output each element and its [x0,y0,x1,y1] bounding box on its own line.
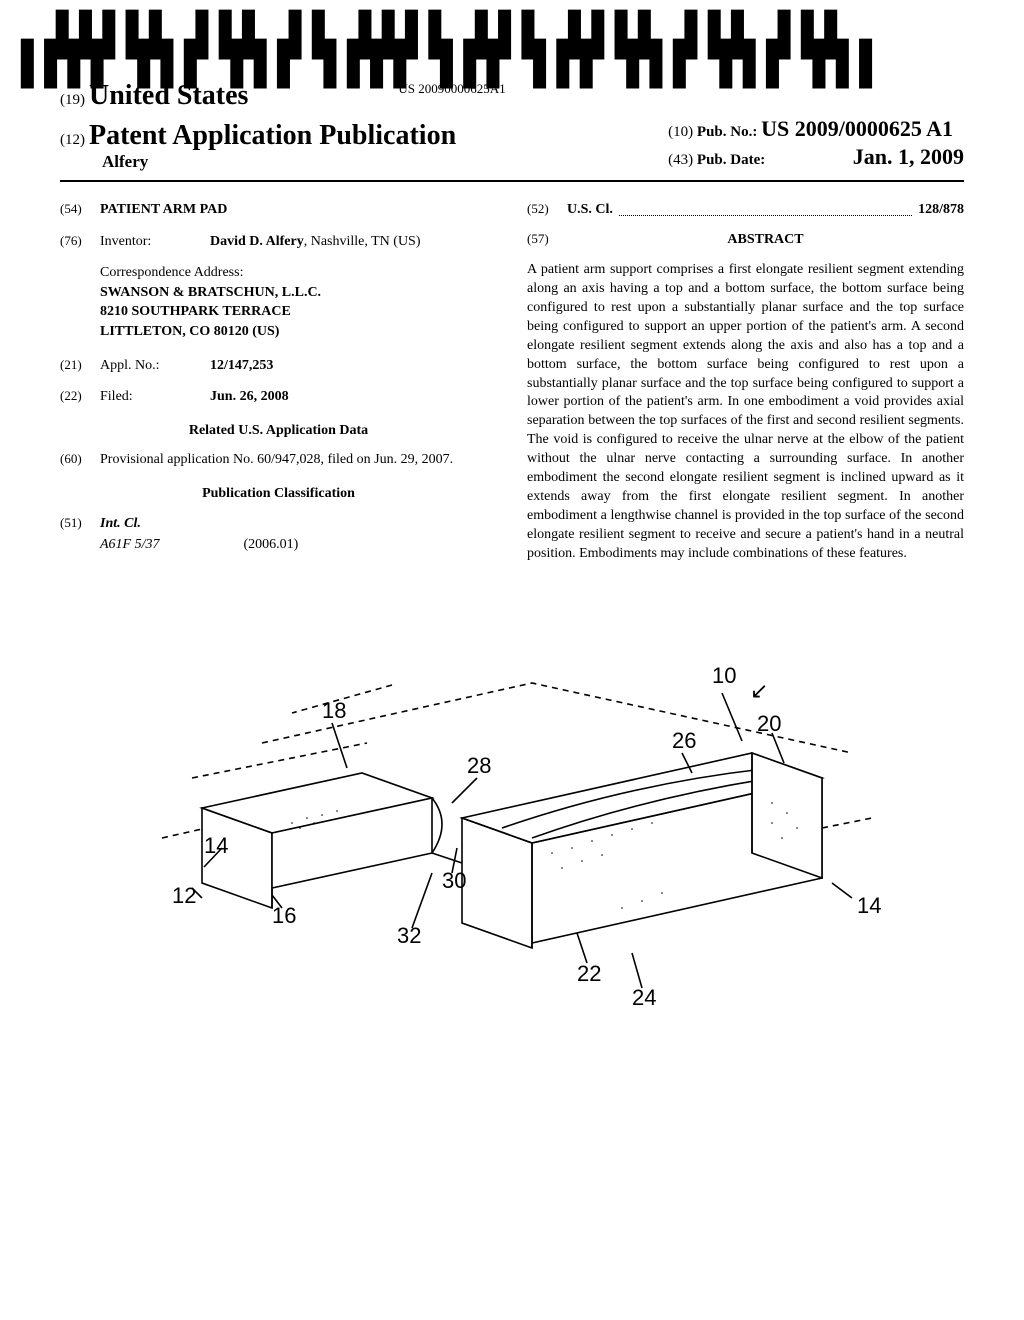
label-14a: 14 [204,833,228,858]
label-22: 22 [577,961,601,986]
code-76: (76) [60,232,100,252]
label-16: 16 [272,903,296,928]
intcl-label: Int. Cl. [100,514,497,534]
uscl-value: 128/878 [918,200,964,220]
pub-date: Jan. 1, 2009 [853,144,964,169]
provisional-text: Provisional application No. 60/947,028, … [100,450,497,470]
correspondence-line2: 8210 SOUTHPARK TERRACE [100,302,497,322]
code-22: (22) [60,387,100,407]
code-21: (21) [60,356,100,376]
label-30: 30 [442,868,466,893]
related-heading: Related U.S. Application Data [60,421,497,441]
correspondence-line1: SWANSON & BRATSCHUN, L.L.C. [100,283,497,303]
code-51: (51) [60,514,100,534]
barcode-graphic: ▌▌▌▌▌ ▌▌▌ ▌▌ ▌▌▌▌ ▌▌▌ ▌▌▌▌ ▌▌▌ ▌▌▌ ▌▌▌▌ … [0,20,904,79]
label-10: 10 [712,663,736,688]
pub-date-label: Pub. Date: [697,152,765,168]
abstract-text: A patient arm support comprises a first … [527,261,964,563]
code-54: (54) [60,200,100,220]
label-arrow: ↙ [750,678,768,703]
left-column: (54) PATIENT ARM PAD (76) Inventor: Davi… [60,200,497,563]
label-12: 12 [172,883,196,908]
code-57: (57) [527,230,567,256]
label-32: 32 [397,923,421,948]
code-52: (52) [527,200,567,220]
code-10: (10) [668,124,693,140]
correspondence-label: Correspondence Address: [100,263,497,283]
code-43: (43) [668,152,693,168]
main-columns: (54) PATIENT ARM PAD (76) Inventor: Davi… [60,200,964,563]
filed-date: Jun. 26, 2008 [210,387,497,407]
inventor-label: Inventor: [100,232,210,252]
label-14b: 14 [857,893,881,918]
appl-label: Appl. No.: [100,356,210,376]
figure-svg: 10 ↙ 18 28 26 20 14 12 16 30 32 22 24 14 [132,623,892,1043]
correspondence-block: Correspondence Address: SWANSON & BRATSC… [100,263,497,341]
filed-label: Filed: [100,387,210,407]
label-18: 18 [322,698,346,723]
pub-no-label: Pub. No.: [697,124,757,140]
right-column: (52) U.S. Cl. 128/878 (57) ABSTRACT A pa… [527,200,964,563]
uscl-label: U.S. Cl. [567,200,613,220]
intcl-code: A61F 5/37 [100,535,240,555]
inventor-loc: , Nashville, TN (US) [304,234,421,249]
correspondence-line3: LITTLETON, CO 80120 (US) [100,322,497,342]
figure: 10 ↙ 18 28 26 20 14 12 16 30 32 22 24 14 [60,623,964,1043]
abstract-label: ABSTRACT [567,230,964,250]
uscl-dots [619,200,912,216]
label-28: 28 [467,753,491,778]
intcl-edition: (2006.01) [244,537,299,552]
label-24: 24 [632,985,656,1010]
pub-no: US 2009/0000625 A1 [761,116,953,141]
code-60: (60) [60,450,100,470]
barcode-block: ▌▌▌▌▌ ▌▌▌ ▌▌ ▌▌▌▌ ▌▌▌ ▌▌▌▌ ▌▌▌ ▌▌▌ ▌▌▌▌ … [0,20,904,97]
label-20: 20 [757,711,781,736]
pap-title: Patent Application Publication [89,120,456,151]
divider [60,180,964,182]
appl-no: 12/147,253 [210,356,497,376]
label-26: 26 [672,728,696,753]
invention-title: PATIENT ARM PAD [100,200,227,220]
inventor-name: David D. Alfery [210,234,304,249]
author: Alfery [102,152,456,172]
pubclass-heading: Publication Classification [60,484,497,504]
code-12: (12) [60,132,85,148]
